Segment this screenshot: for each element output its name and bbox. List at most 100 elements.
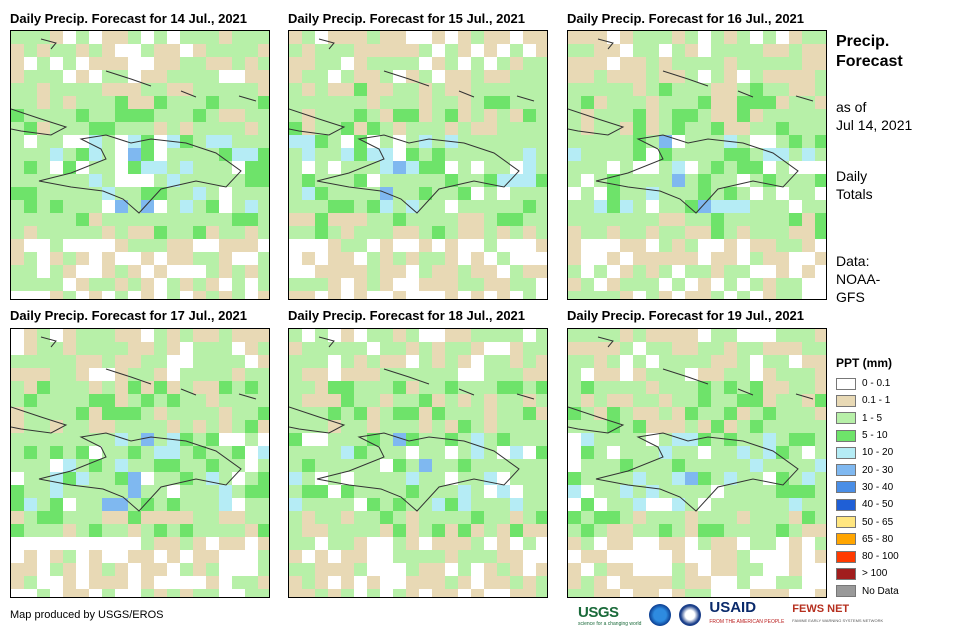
precip-cell bbox=[154, 537, 167, 550]
precip-cell bbox=[698, 239, 711, 252]
precip-cell bbox=[659, 433, 672, 446]
precip-cell bbox=[659, 524, 672, 537]
precip-cell bbox=[245, 524, 258, 537]
precip-cell bbox=[76, 407, 89, 420]
precip-cell bbox=[245, 420, 258, 433]
precip-cell bbox=[302, 239, 315, 252]
precip-cell bbox=[154, 381, 167, 394]
forecast-map-5[interactable] bbox=[288, 328, 548, 598]
precip-cell bbox=[219, 537, 232, 550]
precip-cell bbox=[510, 31, 523, 44]
precip-cell bbox=[750, 44, 763, 57]
precip-cell bbox=[510, 576, 523, 589]
precip-cell bbox=[50, 459, 63, 472]
precip-cell bbox=[180, 174, 193, 187]
precip-cell bbox=[523, 252, 536, 265]
precip-cell bbox=[581, 161, 594, 174]
precip-cell bbox=[432, 433, 445, 446]
precip-cell bbox=[354, 96, 367, 109]
precip-cell bbox=[367, 537, 380, 550]
precip-cell bbox=[341, 368, 354, 381]
precip-cell bbox=[102, 161, 115, 174]
precip-cell bbox=[315, 498, 328, 511]
forecast-map-3[interactable] bbox=[567, 30, 827, 300]
precip-cell bbox=[89, 576, 102, 589]
forecast-map-1[interactable] bbox=[10, 30, 270, 300]
precip-cell bbox=[128, 459, 141, 472]
precip-cell bbox=[89, 96, 102, 109]
precip-cell bbox=[258, 381, 269, 394]
precip-cell bbox=[302, 433, 315, 446]
precip-cell bbox=[289, 239, 302, 252]
precip-cell bbox=[354, 446, 367, 459]
precip-cell bbox=[115, 342, 128, 355]
precip-cell bbox=[219, 459, 232, 472]
precip-cell bbox=[776, 161, 789, 174]
precip-cell bbox=[180, 109, 193, 122]
precip-cell bbox=[76, 174, 89, 187]
precip-cell bbox=[763, 537, 776, 550]
forecast-map-4[interactable] bbox=[10, 328, 270, 598]
precip-cell bbox=[646, 407, 659, 420]
precip-cell bbox=[354, 187, 367, 200]
precip-cell bbox=[698, 278, 711, 291]
precip-cell bbox=[750, 485, 763, 498]
precip-cell bbox=[245, 213, 258, 226]
precip-cell bbox=[698, 394, 711, 407]
precip-cell bbox=[76, 239, 89, 252]
precip-cell bbox=[815, 213, 826, 226]
precip-cell bbox=[685, 537, 698, 550]
precip-cell bbox=[154, 70, 167, 83]
cuba-outline bbox=[568, 108, 625, 136]
precip-cell bbox=[458, 381, 471, 394]
precip-cell bbox=[815, 550, 826, 563]
forecast-map-2[interactable] bbox=[288, 30, 548, 300]
precip-cell bbox=[219, 291, 232, 299]
precip-cell bbox=[536, 342, 547, 355]
precip-cell bbox=[659, 122, 672, 135]
precip-cell bbox=[646, 252, 659, 265]
precip-cell bbox=[458, 31, 471, 44]
precip-cell bbox=[315, 252, 328, 265]
precip-cell bbox=[393, 174, 406, 187]
precip-cell bbox=[115, 576, 128, 589]
precip-cell bbox=[685, 498, 698, 511]
precip-cell bbox=[11, 381, 24, 394]
precip-cell bbox=[750, 122, 763, 135]
precip-cell bbox=[672, 329, 685, 342]
precip-cell bbox=[76, 576, 89, 589]
precip-cell bbox=[341, 459, 354, 472]
precip-cell bbox=[802, 57, 815, 70]
forecast-map-6[interactable] bbox=[567, 328, 827, 598]
precip-cell bbox=[672, 381, 685, 394]
precip-cell bbox=[763, 122, 776, 135]
precip-cell bbox=[180, 252, 193, 265]
precip-cell bbox=[141, 459, 154, 472]
precip-cell bbox=[724, 368, 737, 381]
precip-cell bbox=[581, 226, 594, 239]
precip-cell bbox=[232, 96, 245, 109]
precip-cell bbox=[646, 70, 659, 83]
precip-cell bbox=[724, 459, 737, 472]
precip-cell bbox=[672, 563, 685, 576]
precip-cell bbox=[471, 459, 484, 472]
precip-cell bbox=[315, 31, 328, 44]
precip-cell bbox=[367, 31, 380, 44]
precip-cell bbox=[341, 57, 354, 70]
precip-cell bbox=[536, 381, 547, 394]
precip-cell bbox=[76, 563, 89, 576]
precip-cell bbox=[219, 355, 232, 368]
precip-cell bbox=[737, 563, 750, 576]
precip-cell bbox=[750, 239, 763, 252]
precip-cell bbox=[523, 213, 536, 226]
precip-cell bbox=[458, 57, 471, 70]
precip-cell bbox=[24, 329, 37, 342]
precip-cell bbox=[219, 446, 232, 459]
precip-cell bbox=[419, 70, 432, 83]
precip-cell bbox=[568, 83, 581, 96]
precip-cell bbox=[789, 407, 802, 420]
precip-cell bbox=[568, 265, 581, 278]
precip-cell bbox=[536, 135, 547, 148]
precip-cell bbox=[633, 44, 646, 57]
precip-cell bbox=[167, 31, 180, 44]
